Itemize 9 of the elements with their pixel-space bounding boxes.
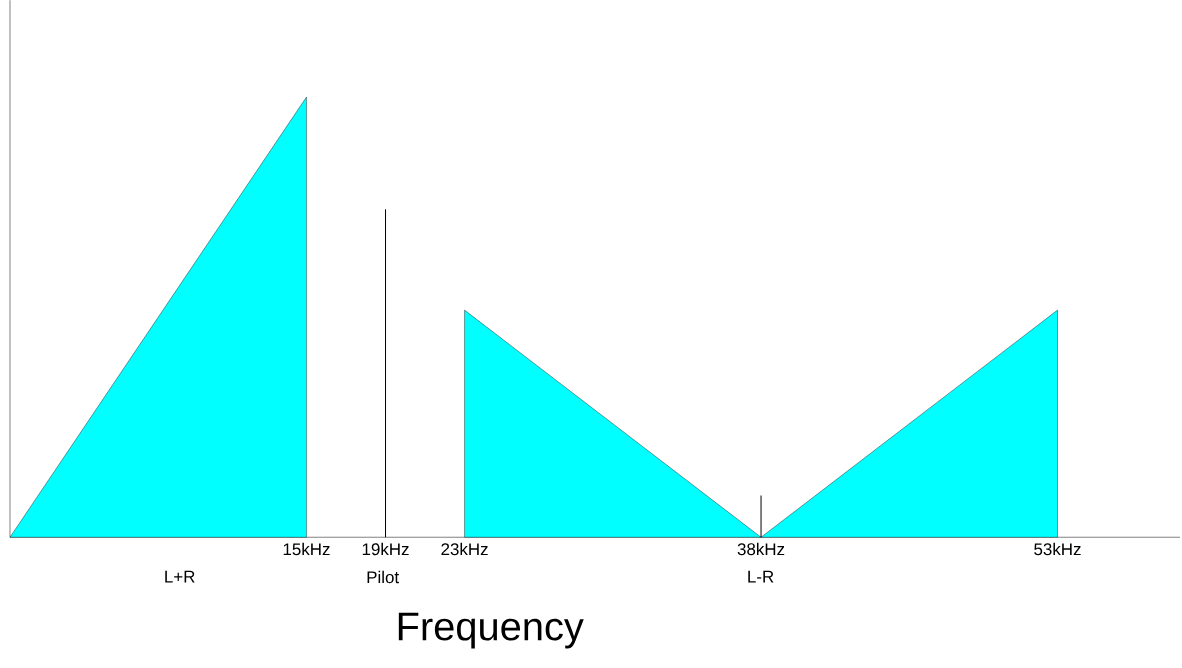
text: L+R <box>165 570 195 583</box>
x-axis-title: Frequency <box>398 612 584 649</box>
text: L-R <box>748 570 774 583</box>
x-tick-label: 38kHz <box>737 542 785 556</box>
x-tick-label: 15kHz <box>283 542 330 556</box>
x-tick-label: 23kHz <box>441 542 488 556</box>
x-tick-label: 19kHz <box>362 542 409 556</box>
text: Pilot <box>367 570 399 584</box>
x-tick-label: 53kHz <box>1034 542 1081 556</box>
